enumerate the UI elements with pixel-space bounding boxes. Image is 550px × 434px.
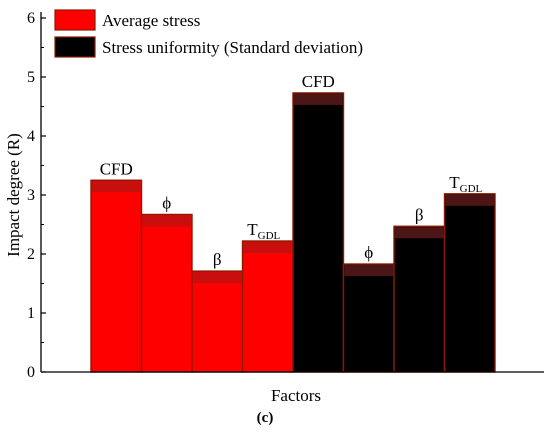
y-tick-label: 5 — [27, 69, 35, 86]
y-tick-label: 3 — [27, 187, 35, 204]
bar-highlight — [294, 93, 343, 105]
x-axis-title: Factors — [271, 386, 321, 405]
bar — [191, 270, 244, 373]
legend-label: Average stress — [102, 11, 200, 30]
bar-highlight — [395, 227, 444, 239]
bar-group: TGDL — [443, 173, 496, 373]
bar-label: ϕ — [162, 193, 171, 212]
y-axis-title: Impact degree (R) — [4, 133, 23, 257]
legend: Average stress Stress uniformity (Standar… — [54, 9, 363, 58]
bar-highlight — [142, 215, 191, 227]
bar — [292, 92, 345, 373]
bar-label: ϕ — [364, 243, 373, 262]
bars: CFD ϕ β TGDL CFD ϕ β TGDL — [90, 72, 496, 373]
bar-label: CFD — [302, 72, 335, 91]
y-tick-label: 4 — [27, 128, 35, 145]
bar — [443, 193, 496, 373]
bar-group: β — [393, 205, 446, 373]
legend-swatch — [54, 36, 96, 58]
legend-item: Stress uniformity (Standard deviation) — [54, 36, 363, 58]
legend-item: Average stress — [54, 9, 200, 31]
panel-label: (c) — [257, 410, 274, 426]
y-tick-label: 0 — [27, 364, 35, 381]
bar-group: ϕ — [140, 193, 193, 373]
bar-label: β — [213, 250, 222, 269]
bar-group: CFD — [292, 72, 345, 373]
bar-highlight — [445, 194, 494, 206]
bar-group: CFD — [90, 159, 143, 373]
bar-label: β — [415, 205, 424, 224]
bar-group: β — [191, 250, 244, 373]
bar-group: ϕ — [342, 243, 395, 373]
bar — [140, 213, 193, 373]
legend-swatch — [54, 9, 96, 31]
bar-label: CFD — [100, 159, 133, 178]
bar — [393, 225, 446, 373]
axes: 0 1 2 3 4 5 6 — [27, 10, 544, 381]
y-tick-label: 6 — [27, 10, 35, 27]
y-tick-label: 1 — [27, 305, 35, 322]
y-tick-label: 2 — [27, 246, 35, 263]
bar-highlight — [243, 242, 292, 254]
bar-highlight — [344, 265, 393, 277]
bar — [241, 240, 294, 373]
bar-label: TGDL — [449, 173, 482, 195]
bar-group: TGDL — [241, 220, 294, 373]
bar-highlight — [92, 181, 141, 193]
bar — [342, 263, 395, 373]
bar-label: TGDL — [247, 220, 280, 242]
bar — [90, 179, 143, 373]
bar-highlight — [193, 272, 242, 284]
legend-label: Stress uniformity (Standard deviation) — [102, 38, 363, 57]
